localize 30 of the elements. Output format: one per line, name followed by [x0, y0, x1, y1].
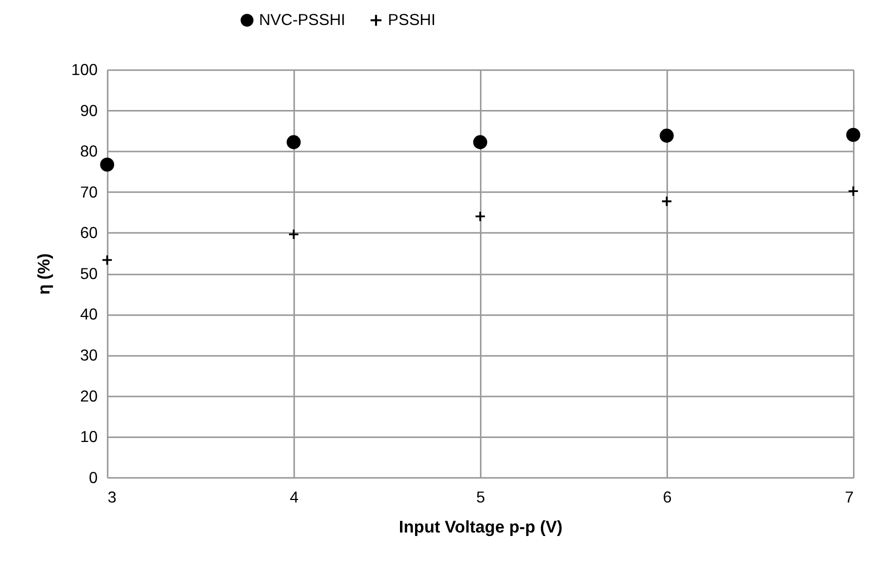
- x-tick-label: 4: [290, 490, 299, 507]
- point: [102, 254, 113, 266]
- y-tick-label: 20: [80, 388, 98, 406]
- y-tick-label: 40: [80, 306, 98, 324]
- x-tick-label: 7: [844, 490, 854, 507]
- y-tick-label: 30: [80, 348, 98, 365]
- point: [660, 128, 674, 143]
- point: [846, 128, 860, 142]
- point: [848, 186, 859, 197]
- point: [100, 158, 114, 172]
- x-tick-label: 5: [476, 490, 486, 507]
- y-tick-label: 60: [80, 225, 98, 242]
- legend-label: NVC-PSSHI: [258, 12, 346, 30]
- y-tick-label: 100: [71, 62, 98, 80]
- y-tick-label: 70: [80, 184, 98, 202]
- x-axis-title: Input Voltage p-p (V): [398, 517, 562, 536]
- y-tick-label: 0: [88, 470, 98, 487]
- point: [288, 228, 300, 240]
- y-tick-label: 10: [80, 429, 98, 446]
- legend-label: PSSHI: [388, 12, 436, 30]
- point: [286, 135, 301, 150]
- y-tick-label: 90: [80, 102, 98, 120]
- point: [661, 196, 672, 207]
- point: [473, 135, 488, 150]
- point: [474, 210, 486, 222]
- y-axis-title: η (%): [34, 253, 54, 295]
- x-tick-label: 3: [108, 490, 117, 507]
- y-tick-label: 80: [80, 144, 98, 161]
- y-tick-label: 50: [80, 266, 98, 283]
- x-tick-label: 6: [662, 490, 672, 507]
